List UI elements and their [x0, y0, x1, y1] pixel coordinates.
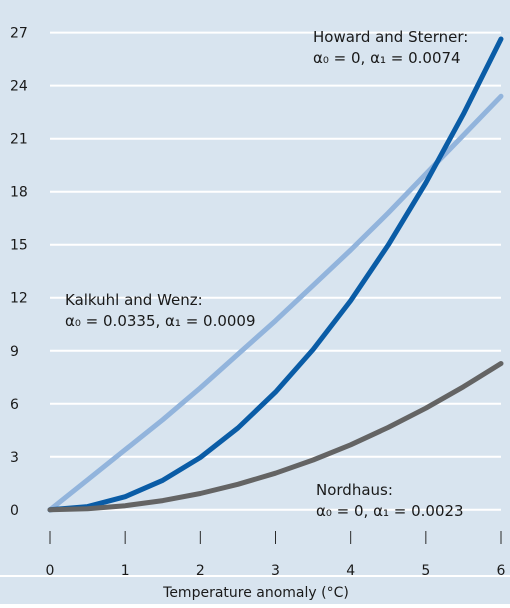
- y-tick-label: 9: [10, 344, 19, 360]
- x-axis: 0 1 2 3 4 5 6: [46, 531, 506, 579]
- annotation-kalkuhl-label: Kalkuhl and Wenz: α₀ = 0.0335, α₁ = 0.000…: [65, 291, 256, 330]
- y-tick-label: 6: [10, 397, 19, 413]
- y-tick-label: 0: [10, 503, 19, 519]
- annotation-line: Nordhaus:: [316, 481, 393, 499]
- y-tick-label: 18: [10, 185, 28, 201]
- annotation-line: α₀ = 0, α₁ = 0.0074: [313, 49, 461, 67]
- x-tick-label: 2: [196, 563, 205, 579]
- x-tick-label: 3: [271, 563, 280, 579]
- series-line-nordhaus: [47, 361, 504, 513]
- y-tick-label: 21: [10, 132, 28, 148]
- annotation-line: α₀ = 0.0335, α₁ = 0.0009: [65, 312, 256, 330]
- annotation-line: α₀ = 0, α₁ = 0.0023: [316, 502, 464, 520]
- y-axis: 0 3 6 9 12 15 18 21 24 27: [10, 26, 28, 519]
- series: [47, 36, 504, 513]
- series-line-howard: [47, 36, 504, 513]
- y-tick-label: 12: [10, 291, 28, 307]
- annotations: Howard and Sterner: α₀ = 0, α₁ = 0.0074 Ka…: [65, 28, 468, 520]
- x-tick-label: 6: [497, 563, 506, 579]
- x-tick-label: 5: [421, 563, 430, 579]
- x-tick-label: 0: [46, 563, 55, 579]
- y-tick-label: 27: [10, 26, 28, 42]
- annotation-line: Kalkuhl and Wenz:: [65, 291, 203, 309]
- y-tick-label: 3: [10, 450, 19, 466]
- x-tick-label: 1: [121, 563, 130, 579]
- x-axis-label: Temperature anomaly (°C): [162, 585, 349, 601]
- y-tick-label: 15: [10, 238, 28, 254]
- y-tick-label: 24: [10, 79, 28, 95]
- annotation-nordhaus-label: Nordhaus: α₀ = 0, α₁ = 0.0023: [316, 481, 464, 520]
- series-line-kalkuhl: [47, 93, 504, 513]
- annotation-howard-label: Howard and Sterner: α₀ = 0, α₁ = 0.0074: [313, 28, 468, 67]
- grid: [50, 31, 501, 511]
- annotation-line: Howard and Sterner:: [313, 28, 468, 46]
- x-tick-label: 4: [346, 563, 355, 579]
